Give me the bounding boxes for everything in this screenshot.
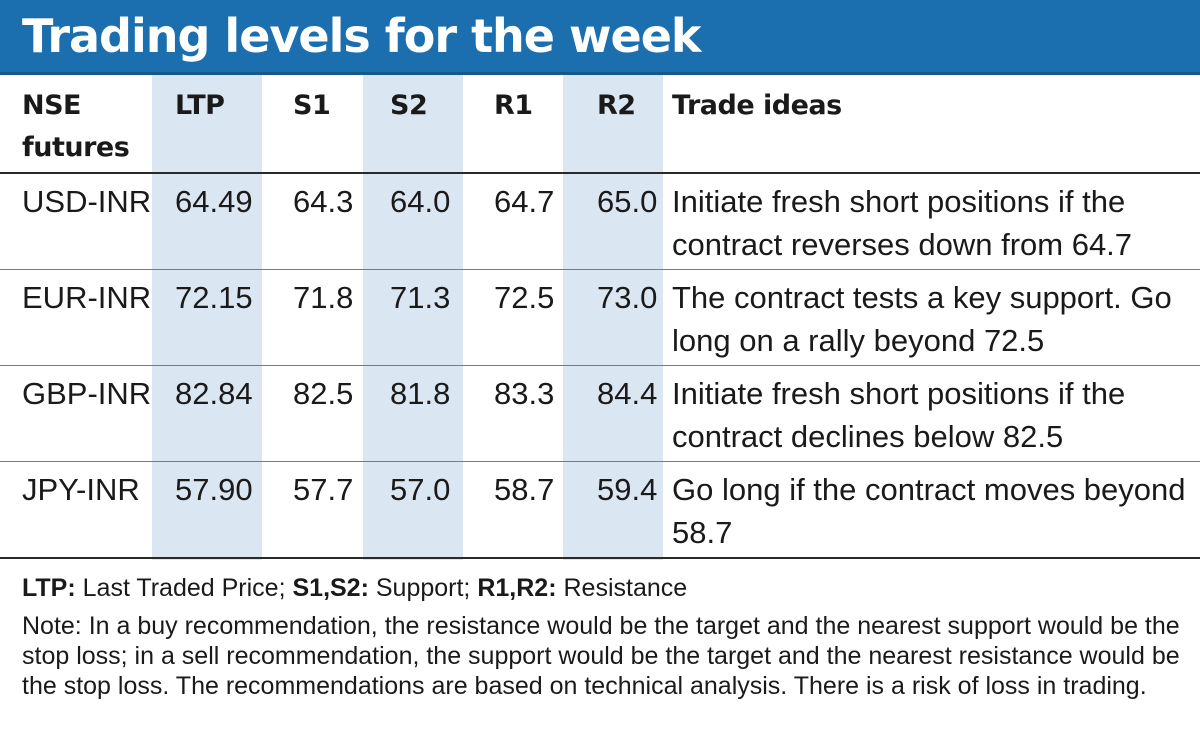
cell-r2: 84.4 [563, 365, 663, 462]
cell-trade-idea: Initiate fresh short positions if the co… [663, 365, 1200, 462]
table-row: JPY-INR 57.90 57.7 57.0 58.7 59.4 Go lon… [0, 461, 1200, 559]
cell-r1: 83.3 [463, 365, 563, 462]
cell-s2: 64.0 [363, 173, 463, 270]
legend-resistance-term: R1,R2: [477, 574, 557, 602]
header-nse-futures: NSE futures [0, 75, 152, 174]
cell-s2: 71.3 [363, 269, 463, 366]
cell-s1: 57.7 [262, 461, 363, 559]
table-row: GBP-INR 82.84 82.5 81.8 83.3 84.4 Initia… [0, 365, 1200, 462]
legend-support-definition: Support; [375, 574, 471, 602]
cell-r2: 73.0 [563, 269, 663, 366]
header-s1: S1 [262, 75, 363, 174]
footer-notes: LTP: Last Traded Price; S1,S2: Support; … [22, 573, 1182, 701]
cell-r1: 64.7 [463, 173, 563, 270]
cell-trade-idea: The contract tests a key support. Go lon… [663, 269, 1200, 366]
disclaimer-note: Note: In a buy recommendation, the resis… [22, 612, 1180, 700]
cell-r2: 59.4 [563, 461, 663, 559]
page-title: Trading levels for the week [22, 9, 701, 63]
cell-r1: 58.7 [463, 461, 563, 559]
trading-levels-table: NSE futures LTP S1 S2 R1 R2 Trade ideas … [0, 75, 1200, 559]
cell-contract: GBP-INR [0, 365, 152, 462]
cell-r1: 72.5 [463, 269, 563, 366]
cell-trade-idea: Initiate fresh short positions if the co… [663, 173, 1200, 270]
title-banner: Trading levels for the week [0, 0, 1200, 75]
cell-trade-idea: Go long if the contract moves beyond 58.… [663, 461, 1200, 559]
cell-contract: USD-INR [0, 173, 152, 270]
legend-support-term: S1,S2: [292, 574, 369, 602]
table-header-row: NSE futures LTP S1 S2 R1 R2 Trade ideas [0, 75, 1200, 174]
cell-r2: 65.0 [563, 173, 663, 270]
header-r2: R2 [563, 75, 663, 174]
legend-ltp-definition: Last Traded Price; [82, 574, 286, 602]
cell-contract: JPY-INR [0, 461, 152, 559]
cell-ltp: 57.90 [152, 461, 262, 559]
legend-resistance-definition: Resistance [563, 574, 688, 602]
table-row: EUR-INR 72.15 71.8 71.3 72.5 73.0 The co… [0, 269, 1200, 366]
cell-s1: 82.5 [262, 365, 363, 462]
cell-s2: 57.0 [363, 461, 463, 559]
cell-contract: EUR-INR [0, 269, 152, 366]
trading-levels-table-area: NSE futures LTP S1 S2 R1 R2 Trade ideas … [0, 75, 1200, 560]
cell-ltp: 72.15 [152, 269, 262, 366]
abbreviation-legend: LTP: Last Traded Price; S1,S2: Support; … [22, 573, 1182, 603]
header-trade-ideas: Trade ideas [663, 75, 1200, 174]
header-r1: R1 [463, 75, 563, 174]
table-row: USD-INR 64.49 64.3 64.0 64.7 65.0 Initia… [0, 173, 1200, 270]
cell-ltp: 64.49 [152, 173, 262, 270]
legend-ltp-term: LTP: [22, 574, 76, 602]
header-ltp: LTP [152, 75, 262, 174]
cell-s1: 64.3 [262, 173, 363, 270]
cell-s1: 71.8 [262, 269, 363, 366]
cell-ltp: 82.84 [152, 365, 262, 462]
header-s2: S2 [363, 75, 463, 174]
cell-s2: 81.8 [363, 365, 463, 462]
